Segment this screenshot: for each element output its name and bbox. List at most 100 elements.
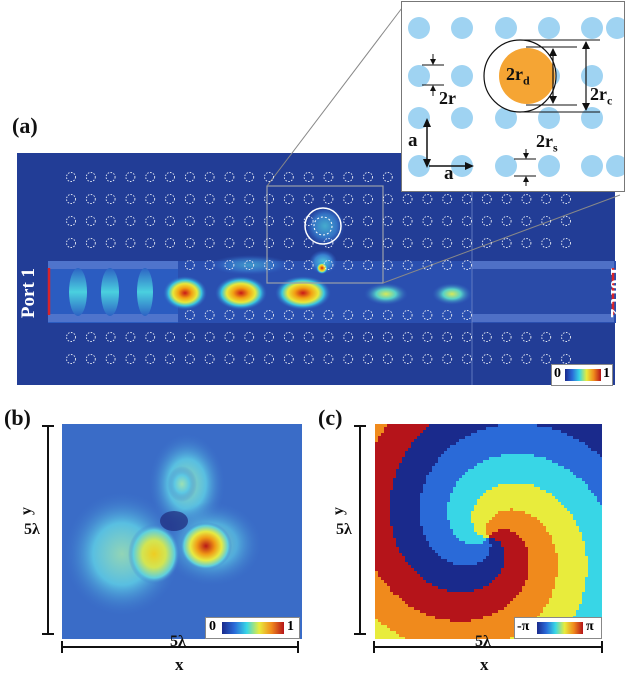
dielectric-rod (184, 238, 195, 248)
dielectric-rod (402, 332, 413, 342)
dielectric-rod (303, 310, 314, 320)
dielectric-rod (323, 194, 334, 204)
dielectric-rod (264, 216, 274, 226)
dielectric-rod (264, 332, 274, 342)
panel-c-phase-map (375, 424, 602, 639)
dielectric-rod (85, 238, 96, 248)
dielectric-rod (283, 354, 294, 364)
dielectric-rod (382, 354, 393, 364)
dielectric-rod (363, 310, 373, 320)
dielectric-rod (85, 354, 96, 364)
inset-rod (606, 155, 624, 177)
dielectric-rod (462, 332, 472, 342)
dielectric-rod (343, 194, 354, 204)
dielectric-rod (224, 310, 235, 320)
inset-rod (581, 155, 603, 177)
dielectric-rod (184, 194, 195, 204)
a-vertical-label: a (408, 130, 418, 151)
dielectric-rod (224, 332, 235, 342)
inset-rod (495, 107, 517, 129)
dielectric-rod (422, 260, 433, 270)
dielectric-rod (521, 354, 532, 364)
dielectric-rod (481, 216, 492, 226)
dielectric-rod (85, 332, 96, 342)
dielectric-rod (343, 260, 354, 270)
dielectric-rod (422, 354, 433, 364)
rc-label: 2rc (590, 84, 613, 108)
dielectric-rod (264, 354, 274, 364)
dielectric-rod (343, 332, 354, 342)
panel-c-axes (354, 425, 603, 653)
dielectric-rod (402, 216, 413, 226)
dielectric-rod (224, 216, 235, 226)
dielectric-rod (382, 310, 393, 320)
inset-rod (408, 65, 430, 87)
dielectric-rod (501, 332, 512, 342)
dielectric-rod (422, 238, 433, 248)
dielectric-rod (323, 332, 334, 342)
dielectric-rod (204, 172, 215, 182)
a-horizontal-label: a (444, 163, 454, 184)
dielectric-rod (184, 332, 195, 342)
dielectric-rod (244, 238, 255, 248)
panel-a-label: (a) (12, 113, 38, 138)
dielectric-rod (363, 354, 373, 364)
inset-rod (451, 17, 473, 39)
inset-rod (495, 155, 517, 177)
dielectric-rod (145, 332, 156, 342)
dielectric-rod (343, 216, 354, 226)
dielectric-rod (501, 238, 512, 248)
dielectric-rod (382, 172, 393, 182)
dielectric-rod (204, 260, 215, 270)
dielectric-rod (422, 194, 433, 204)
panel-b-colorbar: 0 1 (205, 617, 300, 639)
dielectric-rod (264, 310, 274, 320)
dielectric-rod (561, 332, 571, 342)
inset-lattice (408, 17, 624, 186)
dielectric-rod (481, 238, 492, 248)
dielectric-rod (283, 260, 294, 270)
panel-c-label: (c) (318, 405, 343, 430)
dielectric-rod (283, 310, 294, 320)
dielectric-rod (244, 332, 255, 342)
dielectric-rod (244, 354, 255, 364)
dielectric-rod (224, 194, 235, 204)
rod-lattice (66, 172, 571, 364)
dielectric-rod (184, 310, 195, 320)
dielectric-rod (402, 194, 413, 204)
panel-b-y-scale: y (18, 507, 35, 515)
dielectric-rod (184, 216, 195, 226)
dielectric-rod (462, 260, 472, 270)
dielectric-rod (442, 216, 453, 226)
dielectric-rod (105, 238, 116, 248)
dielectric-rod (501, 216, 512, 226)
dielectric-rod (303, 238, 314, 248)
colorbar-b-gradient (222, 622, 284, 634)
dielectric-rod (66, 216, 76, 226)
colorbar-b-max: 1 (287, 619, 294, 634)
dielectric-rod (204, 194, 215, 204)
dielectric-rod (125, 216, 136, 226)
dielectric-rod (323, 238, 334, 248)
inset-rod (581, 17, 603, 39)
dielectric-rod (501, 194, 512, 204)
dielectric-rod (85, 172, 96, 182)
colorbar-c-gradient (537, 622, 583, 634)
dielectric-rod (66, 194, 76, 204)
dielectric-rod (541, 354, 552, 364)
panel-c-y-label: y (330, 507, 347, 515)
dielectric-rod (343, 238, 354, 248)
dielectric-rod (283, 216, 294, 226)
dielectric-rod (105, 194, 116, 204)
dielectric-rod (363, 260, 373, 270)
dielectric-rod (283, 172, 294, 182)
dielectric-rod (66, 238, 76, 248)
dielectric-rod (422, 310, 433, 320)
dielectric-rod (303, 260, 314, 270)
dielectric-rod (323, 260, 334, 270)
dielectric-rod (264, 172, 274, 182)
inset-rod (606, 17, 624, 39)
dielectric-rod (66, 354, 76, 364)
dielectric-rod (244, 260, 255, 270)
colorbar-max: 1 (603, 366, 610, 381)
